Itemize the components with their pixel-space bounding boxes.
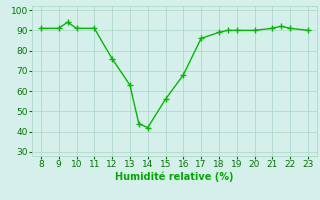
X-axis label: Humidité relative (%): Humidité relative (%) bbox=[115, 172, 234, 182]
